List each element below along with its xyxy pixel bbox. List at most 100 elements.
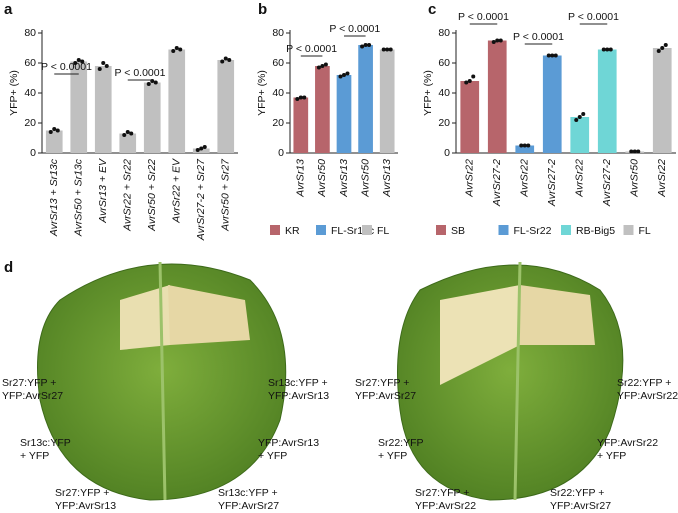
replicate-point bbox=[174, 46, 179, 50]
replicate-point bbox=[367, 43, 372, 47]
legend-swatch bbox=[498, 225, 509, 235]
y-tick-label: 40 bbox=[438, 87, 450, 99]
replicate-point bbox=[295, 97, 300, 101]
legend-swatch bbox=[436, 225, 446, 235]
x-tick-label: AvrSr27-2 + Sr27 bbox=[195, 158, 207, 241]
replicate-point bbox=[467, 79, 472, 83]
panel-letter: a bbox=[4, 1, 13, 18]
bar bbox=[94, 66, 112, 153]
replicate-point bbox=[522, 143, 527, 148]
bar bbox=[515, 145, 535, 153]
y-tick-label: 0 bbox=[444, 147, 450, 159]
significance-label: P < 0.0001 bbox=[115, 67, 166, 79]
x-tick-label: AvrSr13 + Sr13c bbox=[48, 158, 60, 237]
x-tick-label: AvrSr22 bbox=[656, 159, 668, 198]
x-tick-label: AvrSr13 bbox=[295, 159, 307, 198]
replicate-point bbox=[345, 71, 350, 76]
significance-label: P < 0.0001 bbox=[568, 11, 619, 23]
legend-label: FL-Sr22 bbox=[514, 225, 552, 237]
bar bbox=[597, 49, 617, 153]
x-tick-label: AvrSr27-2 bbox=[546, 159, 558, 207]
replicate-point bbox=[129, 131, 134, 136]
x-tick-label: AvrSr27-2 bbox=[601, 159, 613, 207]
y-tick-label: 20 bbox=[438, 117, 450, 129]
y-tick-label: 0 bbox=[30, 147, 36, 159]
bar bbox=[570, 117, 590, 153]
replicate-point bbox=[491, 40, 496, 44]
replicate-point bbox=[495, 38, 500, 43]
leaf-label: Sr27:YFP + bbox=[355, 377, 409, 389]
leaf-label: YFP:AvrSr22 bbox=[617, 390, 678, 402]
leaf-label: YFP:AvrSr22 bbox=[597, 437, 658, 449]
leaf-label: YFP:AvrSr22 bbox=[415, 500, 476, 512]
replicate-point bbox=[55, 128, 60, 133]
y-axis-label: YFP+ (%) bbox=[422, 70, 434, 116]
x-tick-label: AvrSr13 bbox=[338, 159, 350, 198]
replicate-point bbox=[195, 148, 200, 152]
leaf-label: YFP:AvrSr27 bbox=[355, 390, 416, 402]
replicate-point bbox=[178, 47, 183, 52]
leaf-label: Sr22:YFP bbox=[378, 437, 424, 449]
replicate-point bbox=[342, 73, 346, 77]
y-tick-label: 20 bbox=[272, 117, 284, 129]
leaf-label: Sr13c:YFP + bbox=[268, 377, 328, 389]
replicate-point bbox=[605, 47, 610, 52]
bar bbox=[336, 75, 352, 153]
leaf-label: YFP:AvrSr13 bbox=[55, 500, 116, 512]
replicate-point bbox=[122, 133, 127, 137]
legend-label: FL bbox=[639, 225, 651, 237]
leaf-label: + YFP bbox=[378, 450, 407, 462]
panel-letter: c bbox=[428, 1, 436, 18]
leaf-label: + YFP bbox=[258, 450, 287, 462]
bar bbox=[293, 97, 309, 153]
replicate-point bbox=[199, 146, 204, 151]
replicate-point bbox=[323, 62, 328, 67]
leaf-label: YFP:AvrSr13 bbox=[258, 437, 319, 449]
leaf-label: Sr22:YFP + bbox=[550, 487, 604, 499]
replicate-point bbox=[76, 58, 81, 62]
replicate-point bbox=[581, 112, 586, 116]
leaf-label: YFP:AvrSr27 bbox=[218, 500, 279, 512]
replicate-point bbox=[636, 149, 641, 154]
legend-swatch bbox=[623, 225, 634, 235]
bar bbox=[168, 49, 186, 153]
replicate-point bbox=[104, 64, 109, 68]
bar bbox=[652, 48, 672, 153]
significance-label: P < 0.0001 bbox=[41, 61, 92, 73]
legend-label: FL bbox=[377, 225, 389, 237]
leaf-label: Sr13c:YFP + bbox=[218, 487, 278, 499]
y-tick-label: 40 bbox=[24, 87, 36, 99]
leaf-label: Sr27:YFP + bbox=[2, 377, 56, 389]
replicate-point bbox=[388, 47, 393, 52]
replicate-point bbox=[73, 61, 78, 65]
y-tick-label: 60 bbox=[272, 57, 284, 69]
replicate-point bbox=[227, 58, 232, 62]
x-tick-label: AvrSr27-2 bbox=[491, 159, 503, 207]
leaf-label: Sr27:YFP + bbox=[55, 487, 109, 499]
replicate-point bbox=[101, 61, 106, 65]
replicate-point bbox=[471, 74, 476, 79]
leaf-label: YFP:AvrSr27 bbox=[2, 390, 63, 402]
leaf-left bbox=[37, 261, 287, 501]
replicate-point bbox=[601, 47, 606, 52]
replicate-point bbox=[660, 46, 665, 50]
x-tick-label: AvrSr22 + Sr22 bbox=[122, 159, 134, 232]
legend-label: SB bbox=[451, 225, 465, 237]
replicate-point bbox=[125, 130, 130, 134]
bar bbox=[542, 55, 562, 153]
replicate-point bbox=[320, 64, 325, 68]
replicate-point bbox=[385, 47, 390, 52]
replicate-point bbox=[153, 80, 158, 85]
x-tick-label: AvrSr22 bbox=[519, 159, 531, 198]
y-tick-label: 20 bbox=[24, 117, 36, 129]
replicate-point bbox=[663, 43, 668, 47]
replicate-point bbox=[298, 95, 303, 100]
replicate-point bbox=[80, 59, 85, 64]
replicate-point bbox=[550, 53, 555, 58]
x-tick-label: AvrSr50 bbox=[316, 159, 328, 198]
bar bbox=[315, 66, 330, 153]
leaf-label: + YFP bbox=[20, 450, 49, 462]
leaf-label: Sr27:YFP + bbox=[415, 487, 469, 499]
bar bbox=[45, 130, 63, 153]
